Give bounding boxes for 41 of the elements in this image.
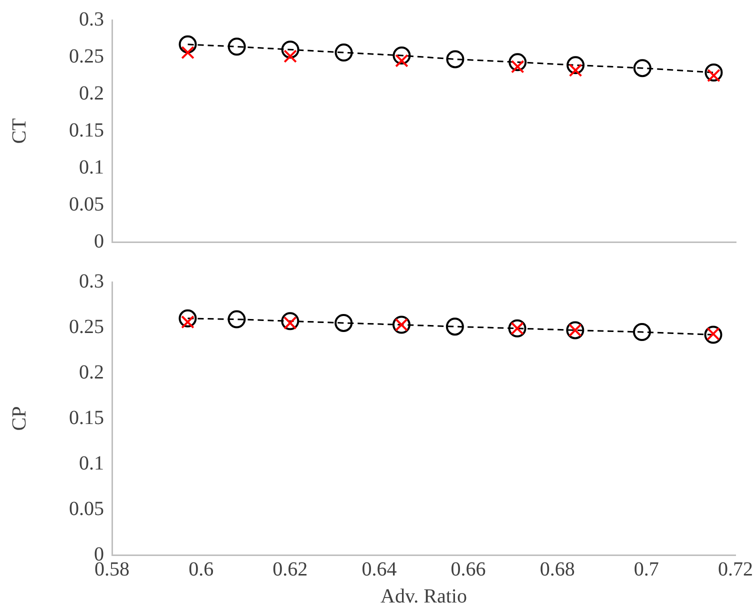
- point: [566, 56, 585, 74]
- x-tick-label: 0.72: [718, 558, 753, 580]
- y-axis-title: CP: [8, 406, 30, 431]
- point: [334, 44, 353, 62]
- x-tick-label: 0.6: [188, 558, 214, 580]
- x-tick-label: 0.64: [362, 558, 397, 580]
- y-tick-label: 0.05: [69, 193, 104, 216]
- point: [281, 312, 300, 330]
- y-tick-label: 0.1: [79, 156, 104, 178]
- point: [178, 309, 197, 328]
- x-tick-label: 0.68: [540, 558, 575, 580]
- point: [281, 40, 300, 59]
- y-tick-label: 0.2: [79, 361, 104, 384]
- point: [446, 50, 464, 68]
- y-tick-label: 0.1: [79, 452, 104, 474]
- y-tick-label: 0.15: [69, 119, 104, 142]
- y-axis-title: CT: [8, 118, 30, 144]
- point: [704, 326, 722, 344]
- point: [704, 64, 723, 82]
- y-tick-label: 0.25: [69, 45, 104, 68]
- x-axis-title: Adv. Ratio: [380, 585, 467, 608]
- y-tick-label: 0.3: [79, 8, 104, 30]
- y-tick-label: 0.25: [69, 316, 104, 338]
- y-tick-label: 0.2: [79, 82, 104, 104]
- x-tick-label: 0.7: [634, 558, 659, 580]
- point: [633, 59, 652, 78]
- x-tick-label: 0.62: [272, 558, 308, 580]
- point: [228, 310, 246, 328]
- point: [181, 46, 194, 60]
- point: [392, 46, 411, 65]
- point: [632, 323, 651, 342]
- point: [228, 38, 246, 56]
- point: [508, 53, 527, 72]
- point: [446, 318, 464, 336]
- point: [178, 35, 197, 54]
- y-tick-label: 0: [94, 230, 104, 252]
- y-tick-label: 0.3: [79, 270, 104, 292]
- x-tick-label: 0.66: [450, 558, 486, 580]
- point: [334, 314, 353, 332]
- y-tick-label: 0.05: [69, 498, 104, 520]
- y-tick-label: 0.15: [69, 406, 104, 429]
